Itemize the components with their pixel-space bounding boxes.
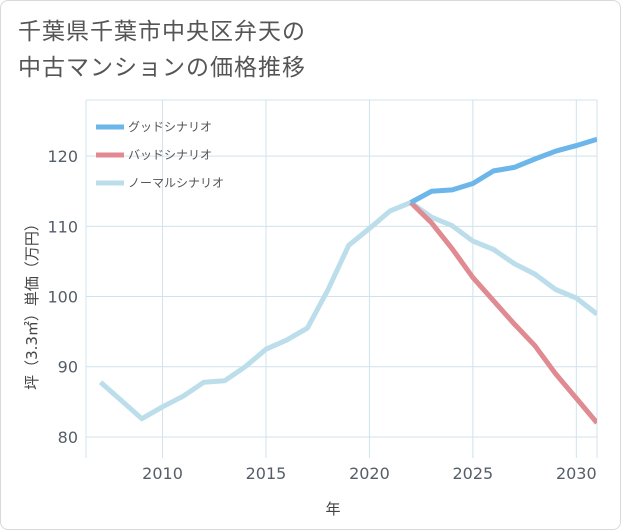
x-tick-label: 2010 — [142, 464, 183, 483]
y-axis-ticks: 80 90 100 110 120 — [47, 147, 78, 447]
legend-label-normal: ノーマルシナリオ — [128, 176, 224, 190]
x-tick-label: 2020 — [349, 464, 390, 483]
x-tick-label: 2015 — [246, 464, 287, 483]
x-tick-label: 2025 — [453, 464, 494, 483]
chart-title-line-2: 中古マンションの価格推移 — [18, 55, 306, 81]
y-axis-label: 坪（3.3㎡）単価（万円） — [23, 216, 41, 390]
y-tick-label: 100 — [47, 288, 78, 307]
y-tick-label: 90 — [58, 358, 78, 377]
x-axis-ticks: 2010 2015 2020 2025 2030 — [142, 464, 596, 483]
chart-title-line-1: 千葉県千葉市中央区弁天の — [18, 19, 306, 45]
chart-title: 千葉県千葉市中央区弁天の 中古マンションの価格推移 — [18, 14, 578, 86]
legend-label-good: グッドシナリオ — [128, 120, 212, 134]
x-tick-label: 2030 — [556, 464, 597, 483]
series-line-bad — [409, 200, 597, 425]
series-line-normal — [98, 200, 597, 422]
y-tick-label: 120 — [47, 147, 78, 166]
y-tick-label: 80 — [58, 428, 78, 447]
legend-label-bad: バッドシナリオ — [128, 148, 212, 162]
x-axis-label: 年 — [325, 500, 340, 518]
series-lines — [98, 136, 597, 425]
series-line-good — [409, 136, 597, 205]
y-tick-label: 110 — [47, 217, 78, 236]
